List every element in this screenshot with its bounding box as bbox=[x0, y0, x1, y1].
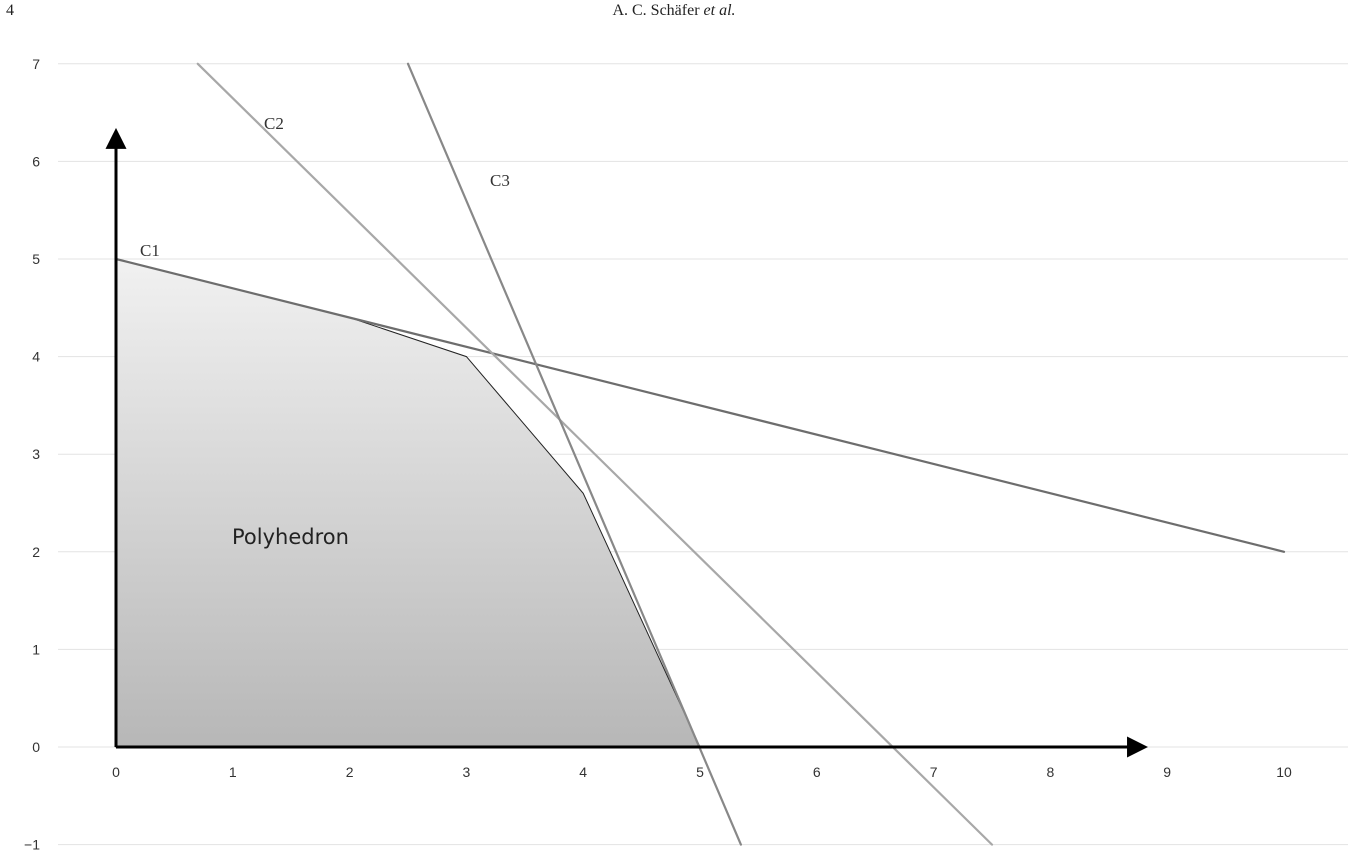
y-tick-label: −1 bbox=[24, 837, 40, 852]
x-tick-label: 6 bbox=[813, 764, 821, 780]
x-tick-label: 8 bbox=[1047, 764, 1055, 780]
x-tick-label: 2 bbox=[346, 764, 354, 780]
header-etal: et al. bbox=[703, 2, 736, 19]
x-tick-label: 5 bbox=[696, 764, 704, 780]
header-authors: A. C. Schäfer bbox=[612, 2, 700, 19]
line-label-c3: C3 bbox=[490, 171, 510, 190]
polyhedron-label: Polyhedron bbox=[232, 525, 349, 549]
line-labels: C1 C2 C3 Polyhedron bbox=[140, 114, 510, 549]
y-tick-label: 7 bbox=[32, 56, 40, 72]
page-number: 4 bbox=[6, 2, 14, 19]
x-tick-label: 0 bbox=[112, 764, 120, 780]
y-tick-label: 3 bbox=[32, 446, 40, 462]
x-tick-label: 4 bbox=[579, 764, 587, 780]
x-tick-label: 10 bbox=[1276, 764, 1292, 780]
x-tick-label: 1 bbox=[229, 764, 237, 780]
x-tick-label: 7 bbox=[930, 764, 938, 780]
constraint-line-c1 bbox=[114, 257, 1286, 553]
constraint-lines bbox=[114, 62, 1286, 846]
constraint-line-c3 bbox=[406, 62, 742, 846]
y-tick-label: 2 bbox=[32, 544, 40, 560]
y-tick-label: 0 bbox=[32, 739, 40, 755]
x-tick-label: 3 bbox=[463, 764, 471, 780]
constraint-line-c2 bbox=[196, 62, 994, 846]
line-label-c1: C1 bbox=[140, 241, 160, 260]
running-header: A. C. Schäfer et al. bbox=[0, 2, 1348, 20]
y-tick-label: 1 bbox=[32, 641, 40, 657]
x-tick-label: 9 bbox=[1163, 764, 1171, 780]
y-tick-label: 6 bbox=[32, 153, 40, 169]
y-tick-label: 4 bbox=[32, 349, 40, 365]
y-tick-label: 5 bbox=[32, 251, 40, 267]
line-label-c2: C2 bbox=[264, 114, 284, 133]
axes bbox=[105, 127, 1149, 758]
